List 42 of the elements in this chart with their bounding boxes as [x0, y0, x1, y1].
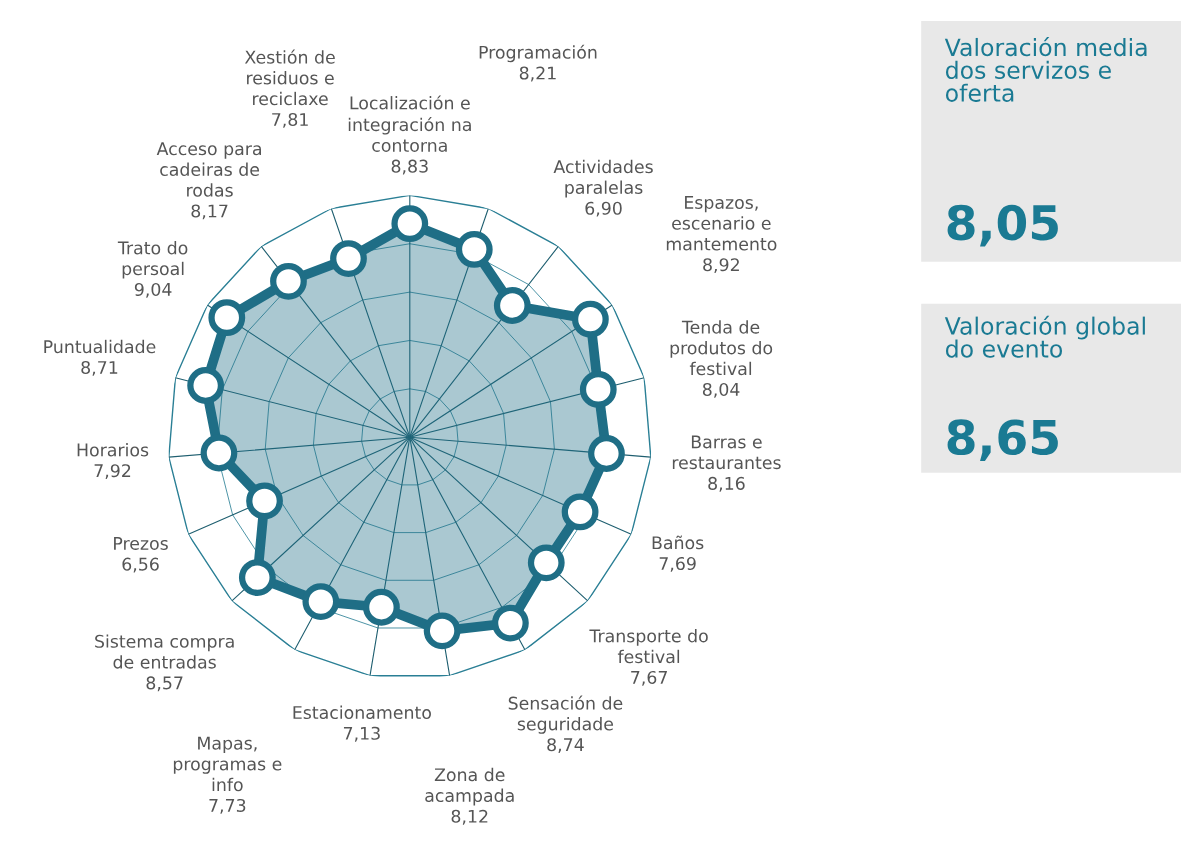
text: 8,65 [947, 419, 1058, 462]
spoke-label: Xestión de residuos e reciclaxe [244, 49, 335, 106]
spoke-label: Zona de acampada [425, 767, 514, 806]
text: 9,04 [134, 282, 172, 298]
spoke-label: Baños [652, 535, 704, 550]
text: Valoración media dos servizos e oferta [944, 36, 1147, 102]
spoke-label: Tenda de produtos do festival [670, 320, 773, 376]
text: 6,56 [122, 557, 159, 573]
spoke-label: Actividades paralelas [553, 159, 653, 198]
spoke-label: Barras e restaurantes [672, 435, 781, 470]
spoke-label: Trato do persoal [117, 241, 188, 279]
spoke-label: Horarios [77, 443, 149, 457]
text: 8,04 [702, 382, 740, 398]
text: 8,92 [703, 258, 739, 274]
text: 8,16 [708, 476, 745, 492]
spoke-label: Mapas, programas e info [173, 736, 282, 792]
text: Valoración global do evento [944, 315, 1145, 358]
text: 8,74 [547, 738, 584, 754]
text: 8,21 [519, 66, 556, 82]
spoke-label: Sensación de seguridade [508, 695, 623, 734]
text: 7,81 [272, 112, 308, 128]
spoke-label: Localización e integración na contorna [348, 95, 471, 152]
spoke-label: Programación [479, 44, 597, 63]
text: 8,17 [191, 204, 228, 220]
spoke-label: Estacionamento [293, 705, 431, 720]
text: 8,83 [391, 159, 428, 175]
text: 7,67 [631, 670, 667, 686]
text: 7,73 [209, 798, 246, 814]
spoke-label: Prezos [114, 537, 168, 550]
spoke-label: Acceso para cadeiras de rodas [156, 142, 261, 197]
spoke-label: Espazos, escenario e mantemento [666, 196, 777, 251]
text: 6,90 [585, 201, 622, 217]
spoke-label: Puntualidade [44, 339, 156, 354]
text: 8,12 [451, 809, 488, 825]
text: 8,71 [81, 360, 118, 376]
text: 7,69 [659, 556, 696, 572]
spoke-label: Sistema compra de entradas [95, 634, 234, 669]
text: 8,05 [947, 204, 1058, 247]
text: 8,57 [146, 676, 183, 692]
text: 7,13 [343, 726, 380, 742]
spoke-label: Transporte do festival [589, 629, 708, 664]
text: 7,92 [94, 464, 131, 480]
